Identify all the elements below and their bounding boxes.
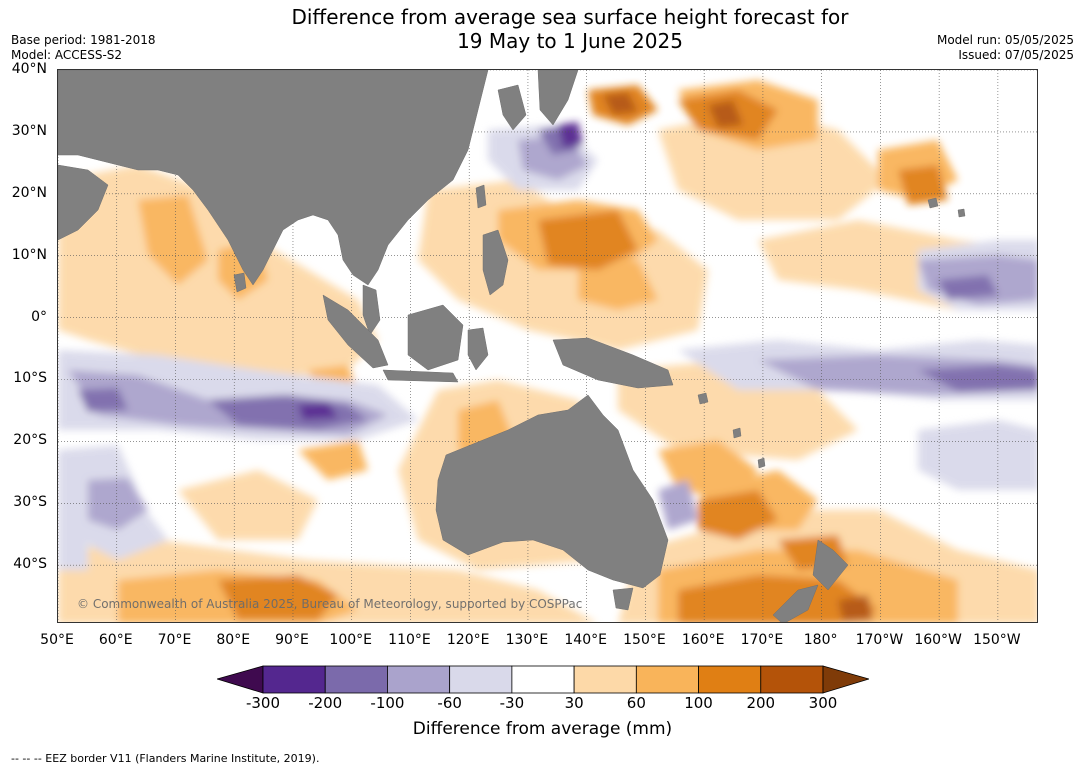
lon-label: 130°E	[505, 632, 549, 648]
land-sri-lanka	[233, 272, 247, 293]
lon-label: 120°E	[446, 632, 490, 648]
colorbar-tick-label: 100	[684, 694, 713, 712]
colorbar-extend-low	[217, 665, 264, 694]
land-new-guinea	[552, 337, 674, 389]
land-tasmania	[612, 587, 634, 611]
land-korea-japan	[497, 70, 579, 131]
lon-label: 60°E	[98, 632, 133, 648]
lat-label: 0°	[31, 308, 47, 325]
colorbar-bin	[387, 665, 451, 694]
lat-label: 40°S	[13, 556, 47, 573]
land-masses	[58, 70, 966, 622]
meta-left: Base period: 1981-2018 Model: ACCESS-S2	[11, 33, 156, 63]
colorbar-tick-label: -30	[499, 694, 525, 712]
map-area	[57, 69, 1038, 623]
colorbar-tick-label: 30	[564, 694, 584, 712]
land-malay-peninsula	[362, 284, 381, 336]
land-taiwan	[475, 184, 487, 209]
anomaly-field	[58, 80, 1037, 622]
eez-footnote: -- -- -- EEZ border V11 (Flanders Marine…	[11, 752, 320, 765]
colorbar-extend-high	[822, 665, 869, 694]
land-new-zealand-north	[812, 539, 849, 591]
lon-label: 110°E	[388, 632, 431, 648]
colorbar-bin	[262, 665, 326, 694]
lon-label: 100°E	[329, 632, 372, 648]
lon-label: 150°W	[973, 632, 1021, 648]
land-new-zealand-south	[772, 584, 819, 622]
colorbar-bin	[573, 665, 637, 694]
colorbar-tick-label: 300	[808, 694, 838, 712]
land-pacific-islands	[697, 197, 966, 469]
colorbar-tick-label: -200	[308, 694, 343, 712]
colorbar-tick-label: -100	[370, 694, 405, 712]
colorbar-bin	[698, 665, 762, 694]
land-australia	[435, 394, 669, 589]
lon-label: 80°E	[216, 632, 251, 648]
lon-label: 170°E	[740, 632, 784, 648]
base-period: Base period: 1981-2018	[11, 33, 156, 47]
colorbar-bin	[449, 665, 513, 694]
map-svg	[58, 70, 1037, 622]
anomaly-light-negative	[58, 125, 1037, 570]
map-title: Difference from average sea surface heig…	[0, 5, 1085, 53]
lat-label: 30°S	[13, 494, 47, 511]
issued-date: Issued: 07/05/2025	[958, 48, 1074, 62]
lat-label: 20°N	[11, 184, 47, 201]
lon-label: 160°W	[914, 632, 962, 648]
land-sumatra	[322, 294, 389, 369]
lat-label: 40°N	[11, 61, 47, 77]
lon-label: 50°E	[40, 632, 74, 648]
lon-label: 140°E	[564, 632, 607, 648]
model-run: Model run: 05/05/2025	[936, 33, 1074, 47]
lat-label: 10°N	[11, 246, 47, 263]
lat-label: 10°S	[13, 370, 47, 387]
lon-label: 90°E	[275, 632, 309, 648]
model-name: Model: ACCESS-S2	[11, 48, 123, 62]
land-philippines	[482, 229, 509, 296]
lat-label: 20°S	[13, 432, 47, 449]
anomaly-medium-negative	[68, 135, 1037, 530]
colorbar-bin	[324, 665, 388, 694]
colorbar-bin	[760, 665, 824, 694]
land-sulawesi	[467, 327, 489, 371]
colorbar-tick-label: 200	[746, 694, 776, 712]
land-asia	[58, 70, 489, 286]
colorbar-title: Difference from average (mm)	[412, 719, 673, 739]
lon-label: 170°W	[855, 632, 904, 648]
colorbar-tick-label: 60	[626, 694, 646, 712]
land-java	[382, 369, 459, 383]
lon-label: 160°E	[681, 632, 725, 648]
anomaly-light-positive	[58, 110, 1037, 622]
lon-label: 150°E	[623, 632, 666, 648]
copyright-notice: © Commonwealth of Australia 2025, Bureau…	[77, 597, 583, 611]
lat-label: 30°N	[11, 122, 47, 139]
lon-label: 70°E	[157, 632, 192, 648]
meta-right: Model run: 05/05/2025 Issued: 07/05/2025	[937, 33, 1074, 63]
land-arabia	[58, 164, 109, 241]
colorbar-bin	[511, 665, 575, 694]
colorbar	[217, 665, 869, 694]
colorbar-tick-label: -300	[245, 694, 281, 712]
anomaly-medium-positive	[118, 80, 958, 622]
title-line-1: Difference from average sea surface heig…	[291, 5, 849, 29]
colorbar-tick-label: -60	[437, 694, 462, 712]
lon-label: 180°	[803, 632, 838, 648]
colorbar-bin	[635, 665, 699, 694]
title-line-2: 19 May to 1 June 2025	[457, 29, 683, 53]
land-borneo	[407, 304, 464, 371]
